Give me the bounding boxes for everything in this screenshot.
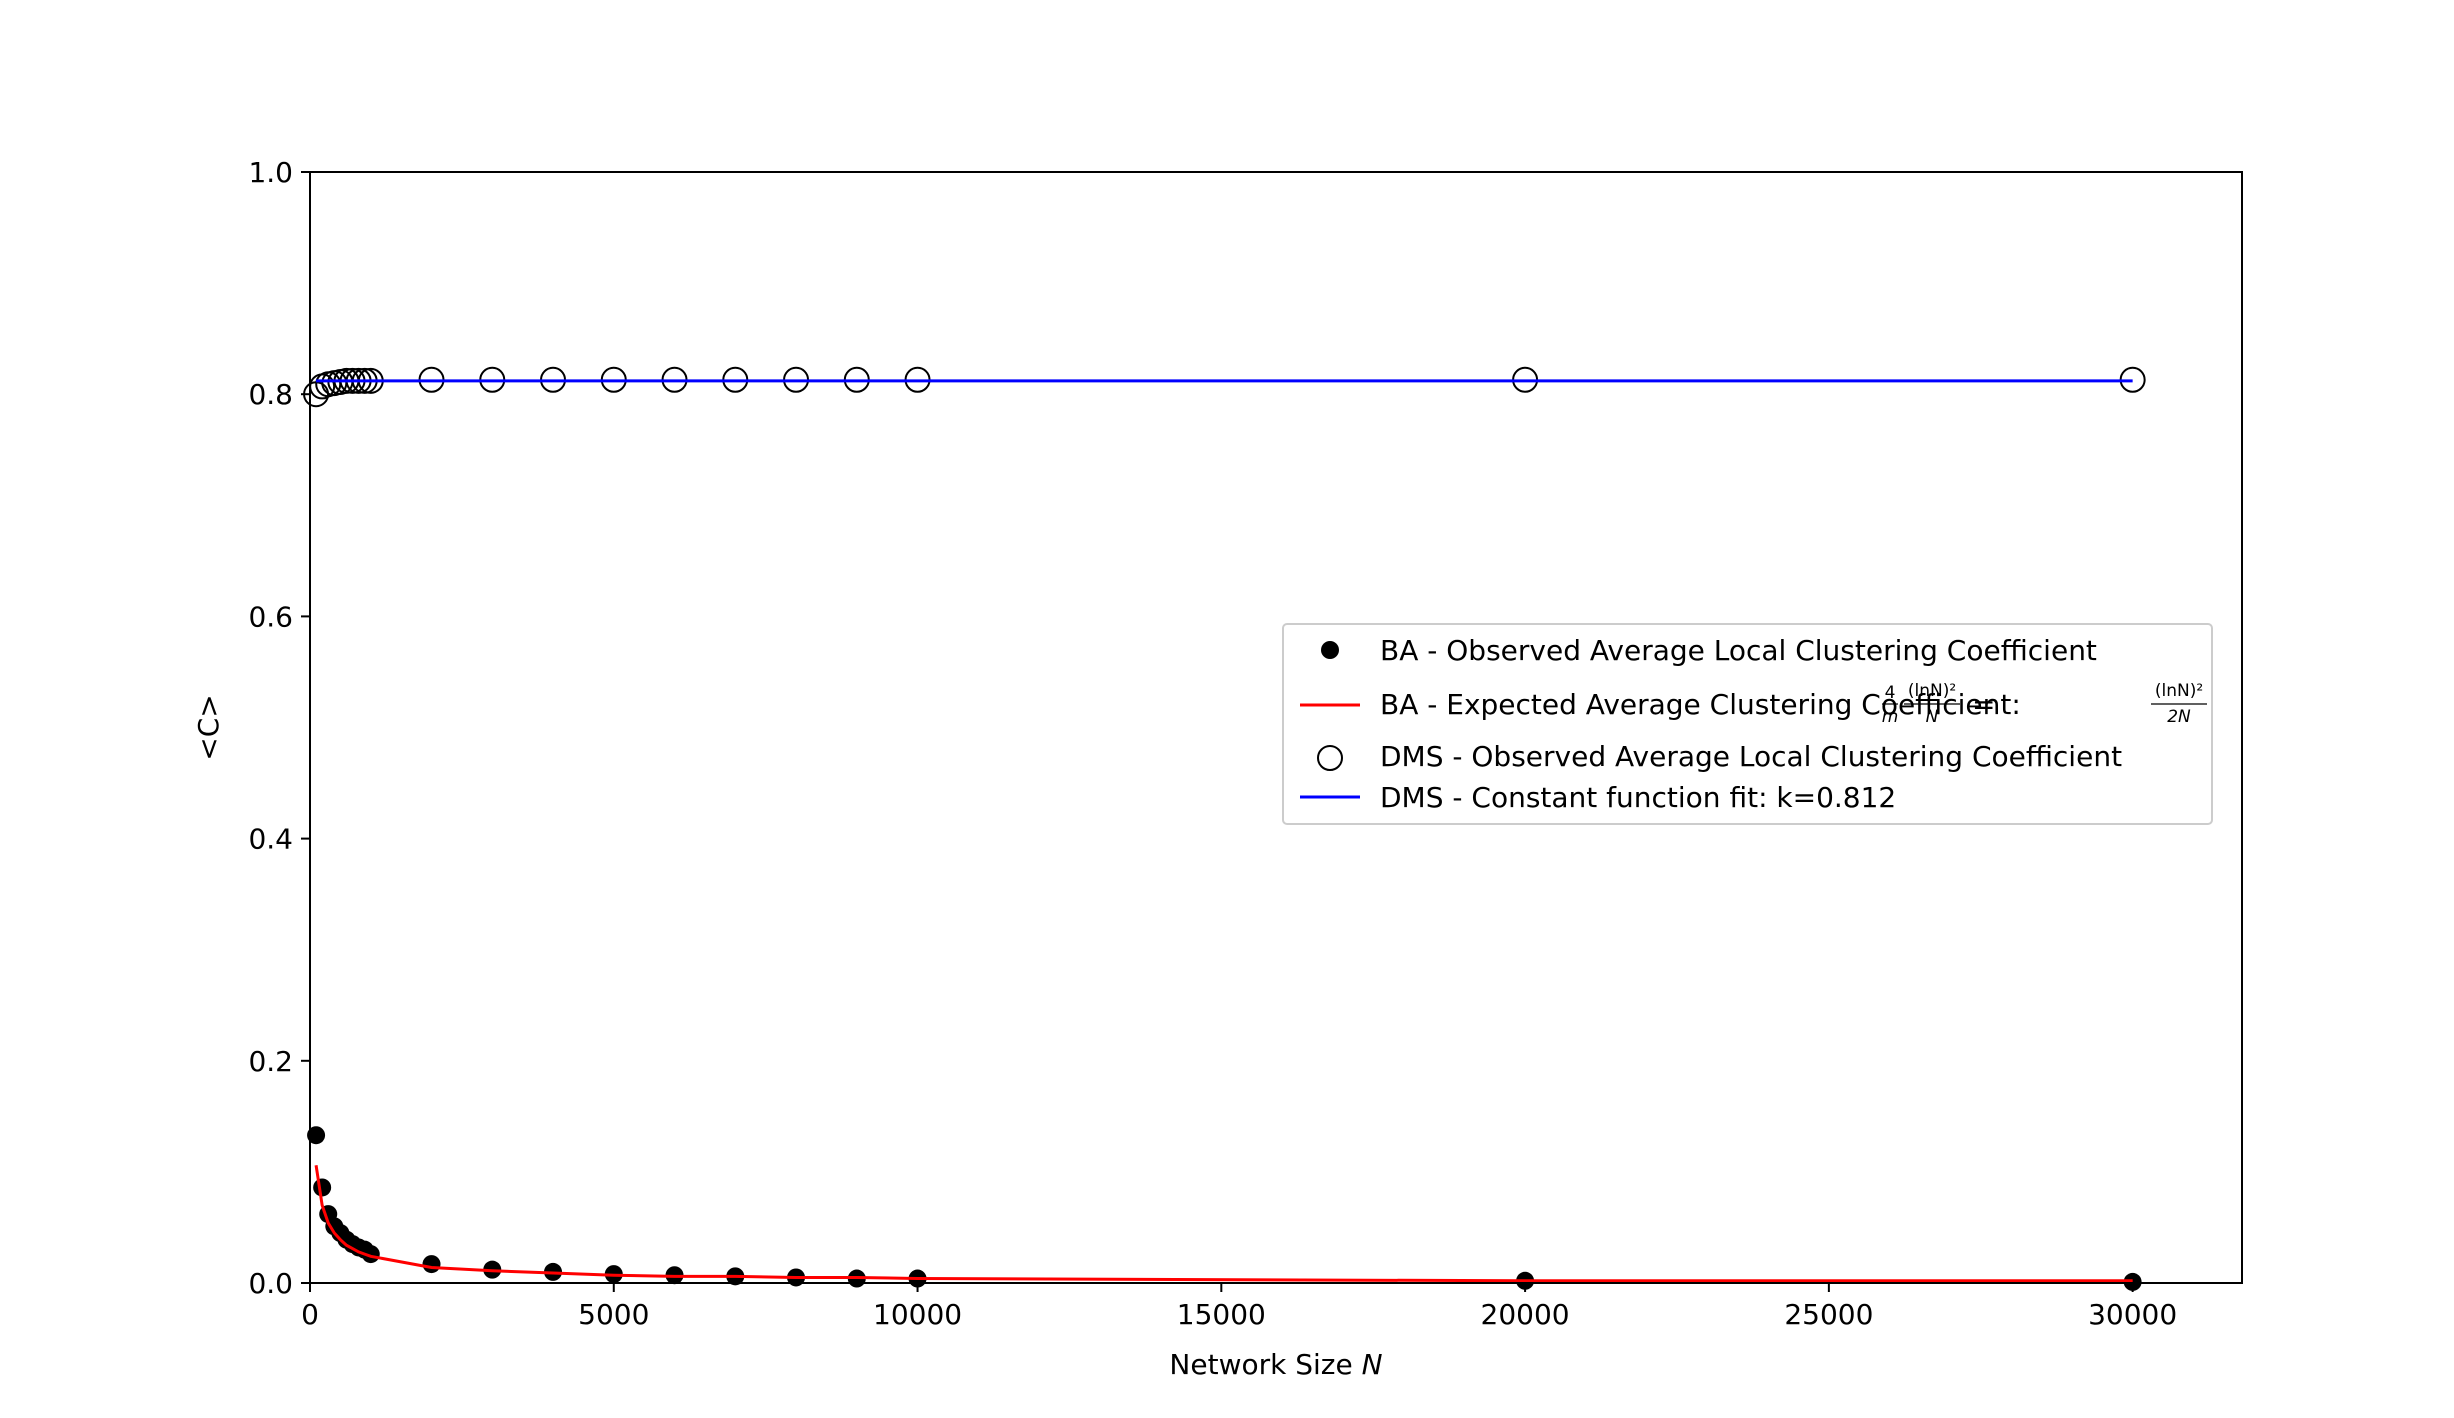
formula-frac1-den: m	[1882, 707, 1899, 727]
series-line	[314, 1165, 2133, 1283]
data-point	[307, 1126, 326, 1145]
formula-frac2-den: N	[1926, 707, 1939, 727]
y-axis: 0.0 0.2 0.4 0.6 0.8 1.0	[248, 156, 310, 1300]
formula-equals: =	[1972, 688, 1995, 721]
y-axis-label: <C>	[192, 694, 225, 760]
formula-frac1-num: 4	[1885, 683, 1896, 703]
series-1	[314, 1165, 2133, 1283]
y-tick-label: 1.0	[248, 156, 293, 189]
formula-frac3-den: 2N	[2167, 707, 2191, 727]
legend-formula: 4 m (lnN)² N = (lnN)² 2N	[1882, 681, 2207, 727]
x-tick-label: 0	[301, 1298, 319, 1331]
data-point	[422, 1255, 441, 1274]
x-tick-label: 15000	[1177, 1298, 1266, 1331]
x-tick-label: 30000	[2088, 1298, 2177, 1331]
plot-content	[303, 366, 2146, 1291]
x-tick-label: 25000	[1784, 1298, 1873, 1331]
formula-frac2-num: (lnN)²	[1908, 681, 1956, 701]
legend-marker-ba-observed	[1321, 641, 1339, 659]
y-tick-label: 0.0	[248, 1267, 293, 1300]
legend-label-ba-observed: BA - Observed Average Local Clustering C…	[1380, 634, 2097, 667]
x-tick-label: 10000	[873, 1298, 962, 1331]
y-tick-label: 0.4	[248, 823, 293, 856]
y-tick-label: 0.8	[248, 378, 293, 411]
legend-label-dms-fit: DMS - Constant function fit: k=0.812	[1380, 781, 1896, 814]
legend-box	[1282, 623, 2213, 825]
x-axis-label: Network Size N	[1169, 1348, 1382, 1381]
y-tick-label: 0.2	[248, 1045, 293, 1078]
x-axis-label-text: Network Size	[1169, 1348, 1361, 1381]
x-axis: 0 5000 10000 15000 20000 25000 30000	[301, 1283, 2177, 1331]
formula-frac3-num: (lnN)²	[2155, 681, 2203, 701]
y-tick-label: 0.6	[248, 600, 293, 633]
plot-frame	[309, 171, 2243, 1284]
legend-label-dms-observed: DMS - Observed Average Local Clustering …	[1380, 740, 2122, 773]
x-axis-label-var: N	[1362, 1348, 1383, 1381]
x-tick-label: 5000	[578, 1298, 649, 1331]
legend-marker-dms-observed	[1317, 745, 1343, 771]
x-tick-label: 20000	[1481, 1298, 1570, 1331]
legend: BA - Observed Average Local Clustering C…	[1282, 623, 2213, 825]
data-point	[313, 1178, 332, 1197]
